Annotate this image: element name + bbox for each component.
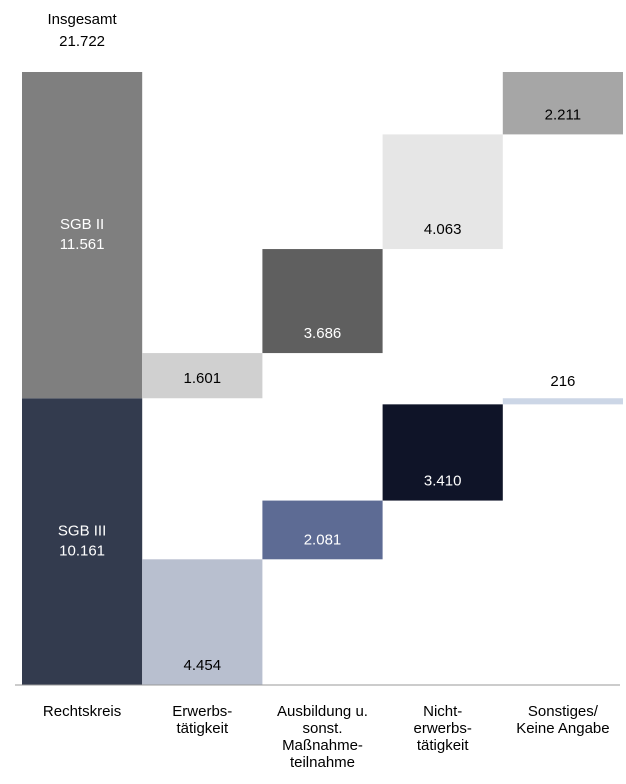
x-tick-label: sonst. [302,720,342,737]
bar [22,72,143,399]
bar [262,500,383,560]
bar [22,398,143,685]
bar [382,134,503,250]
value-label: 216 [550,373,575,390]
bar [502,398,623,405]
value-label: 4.454 [184,657,222,674]
series-name: SGB III [58,523,106,540]
bar [502,72,623,135]
x-tick-label: tätigkeit [417,737,470,754]
value-label: 3.686 [304,325,342,342]
bar [142,559,263,685]
value-label: 1.601 [184,370,222,387]
value-label: 10.161 [59,543,105,560]
bar [262,249,383,354]
bar [382,404,503,501]
value-label: 2.081 [304,531,342,548]
x-tick-label: Keine Angabe [516,720,609,737]
value-label: 11.561 [60,236,105,253]
value-label: 3.410 [424,473,462,490]
bar [142,353,263,399]
series-name: SGB II [60,216,104,233]
value-label: 2.211 [545,106,581,123]
total-value: 21.722 [59,33,105,50]
x-tick-label: erwerbs- [414,720,472,737]
x-tick-label: Erwerbs- [172,703,232,720]
x-tick-label: Nicht- [423,703,462,720]
x-tick-label: Rechtskreis [43,703,121,720]
total-name: Insgesamt [47,11,117,28]
x-tick-label: Sonstiges/ [528,703,599,720]
x-tick-label: teilnahme [290,754,355,771]
value-label: 4.063 [424,221,462,238]
x-tick-label: Ausbildung u. [277,703,368,720]
x-tick-label: Maßnahme- [282,737,363,754]
x-tick-label: tätigkeit [176,720,229,737]
